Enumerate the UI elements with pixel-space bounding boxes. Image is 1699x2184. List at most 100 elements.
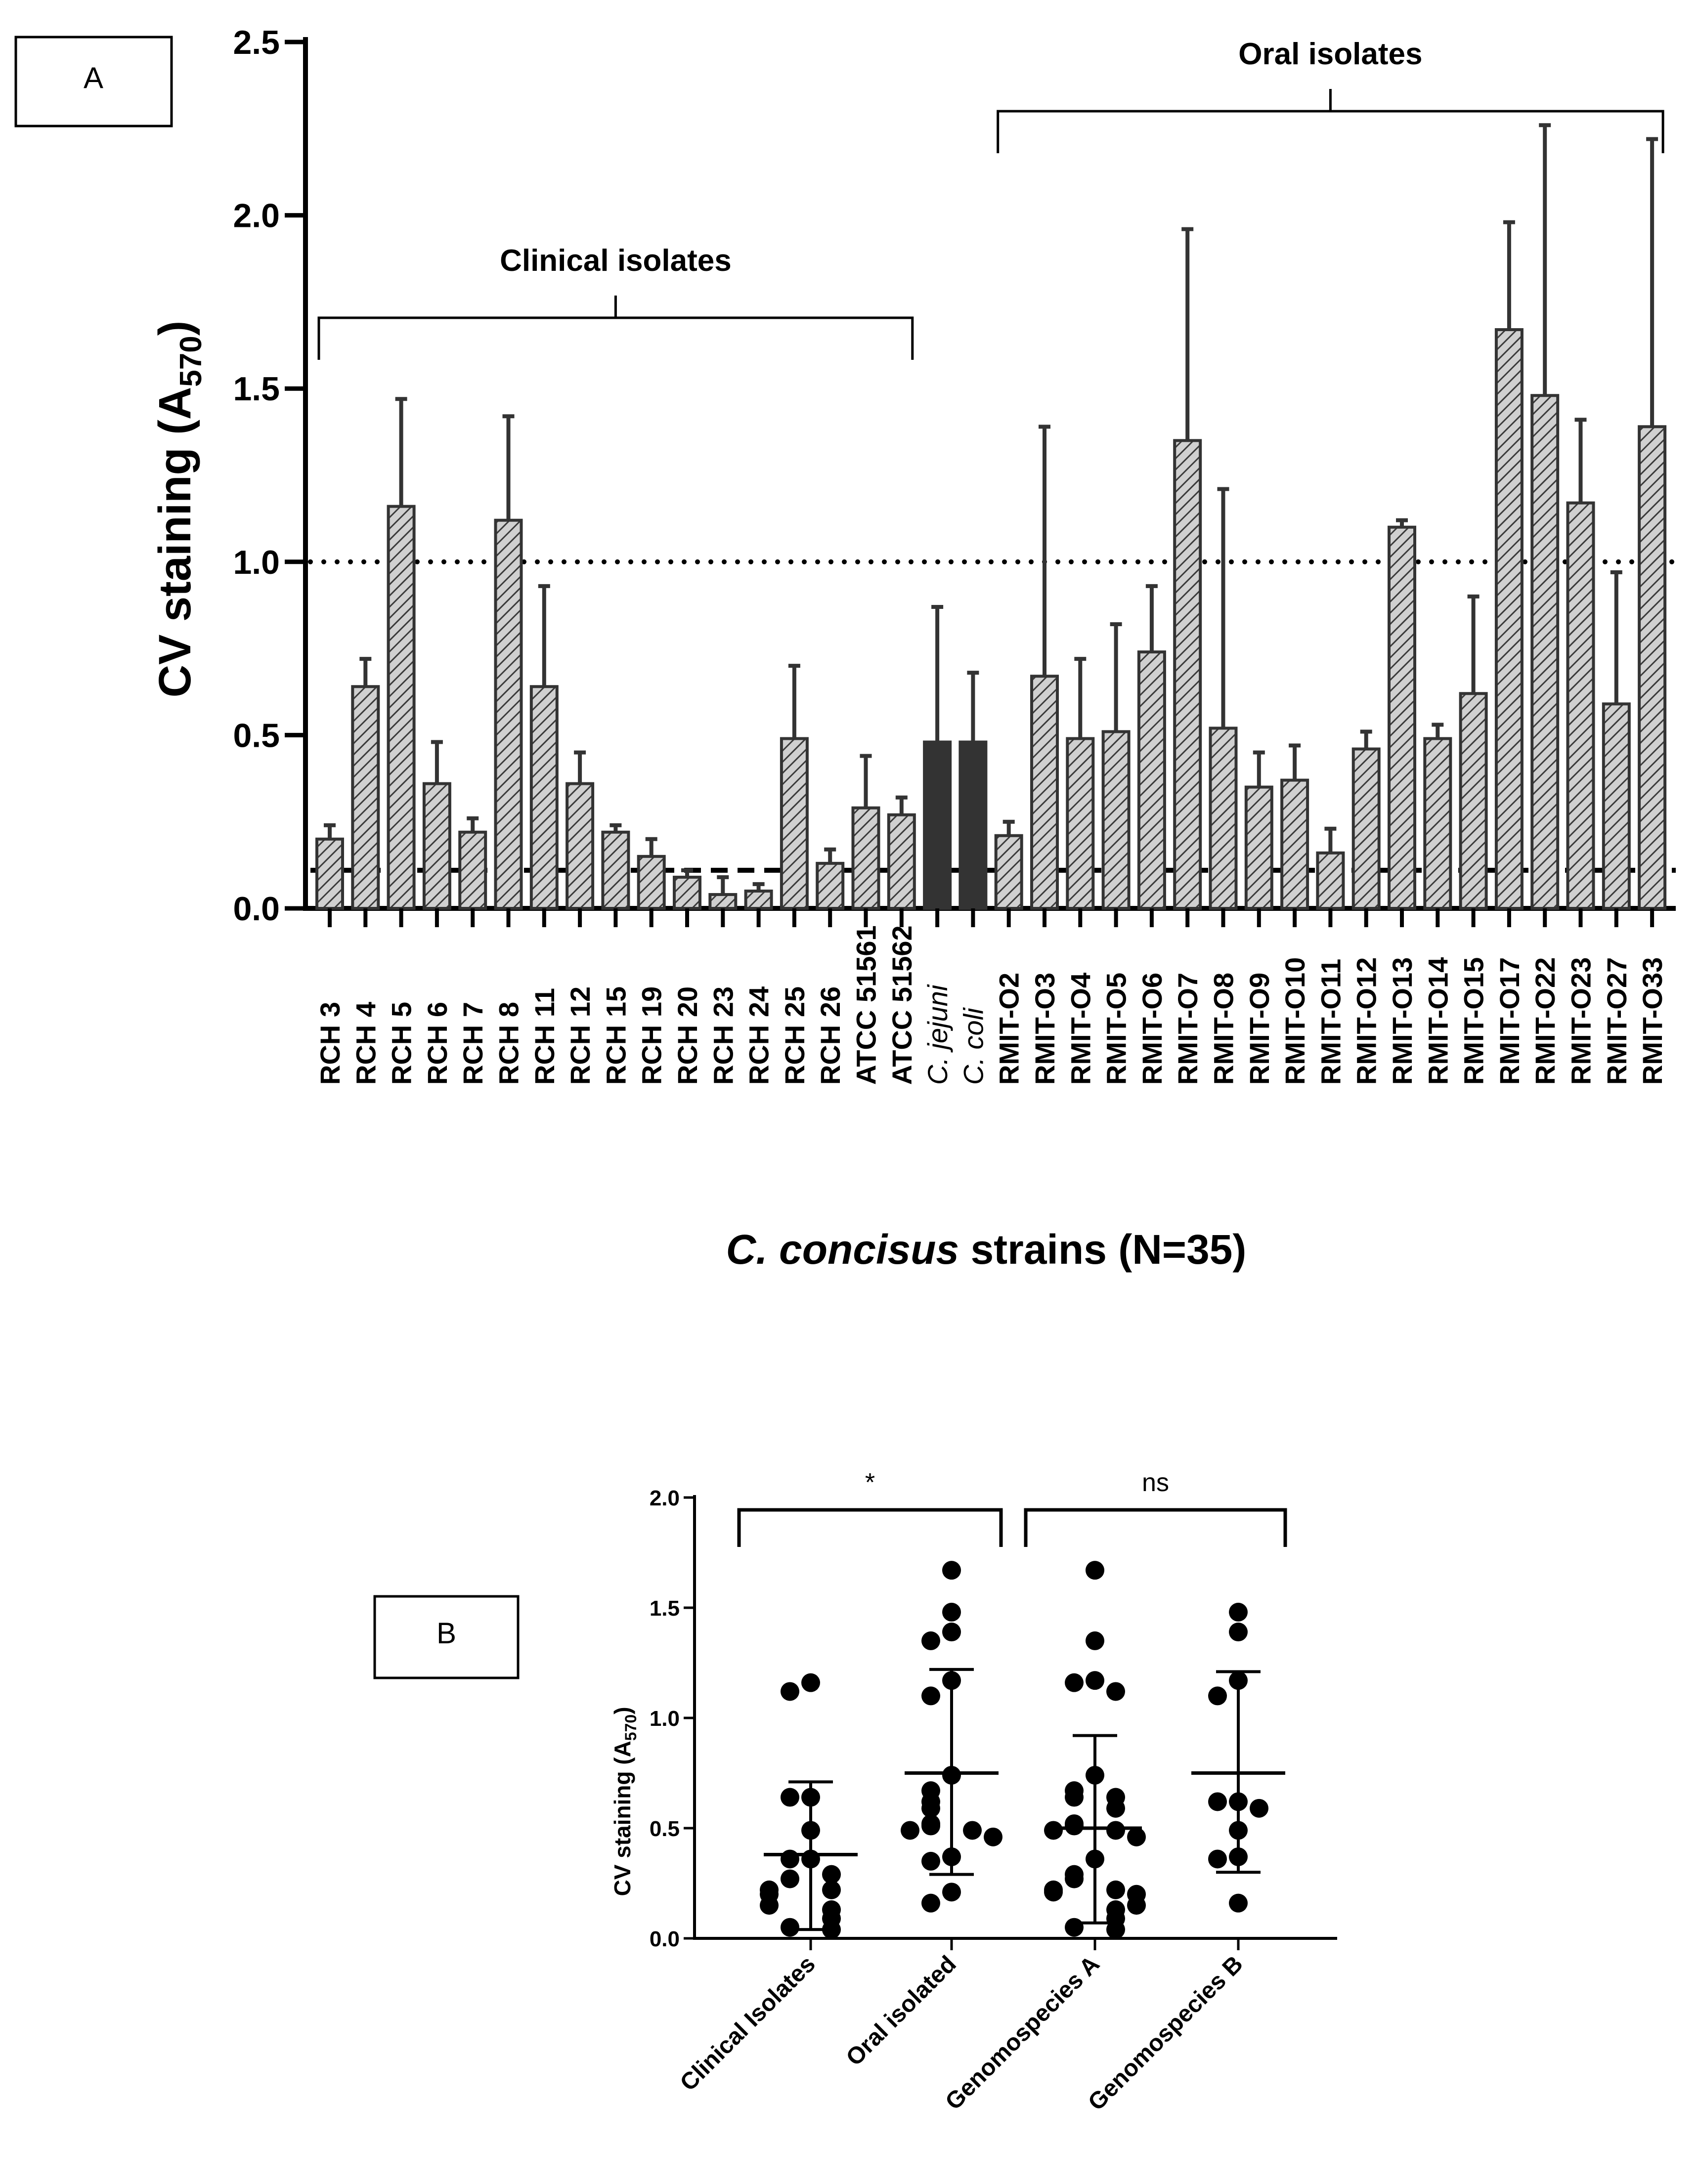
chart-a-category-label: RCH 8 [493, 1002, 524, 1085]
chart-b-y-tick-label: 1.0 [650, 1707, 680, 1731]
chart-a-category-label: RMIT-O2 [994, 973, 1025, 1085]
chart-a-category-label: RCH 24 [743, 986, 775, 1085]
chart-a-category-label: RCH 15 [600, 986, 631, 1085]
chart-b: 0.0 0.5 1.0 1.5 2.0 Clinical Isolates Oral iso… [650, 1468, 1337, 2116]
chart-b-point [1229, 1602, 1248, 1622]
chart-a-bar [887, 813, 916, 910]
chart-a-bar [566, 782, 595, 910]
chart-b-comparison-bracket [737, 1508, 1003, 1547]
chart-a-bar [1602, 702, 1631, 910]
chart-a-bar [1423, 737, 1452, 910]
chart-b-point [921, 1686, 940, 1706]
chart-a-bar [1066, 737, 1095, 910]
chart-a-bar [1530, 394, 1560, 910]
chart-a-category-label: RMIT-O15 [1458, 957, 1489, 1085]
chart-b-point [921, 1799, 940, 1818]
chart-b-point [942, 1602, 961, 1622]
chart-a-category-label: RMIT-O8 [1208, 973, 1239, 1085]
chart-b-point [921, 1631, 940, 1650]
chart-a-bar [1244, 785, 1273, 910]
chart-a-bar [315, 837, 344, 910]
chart-b-point [942, 1561, 961, 1580]
chart-a-category-label: RMIT-O14 [1422, 957, 1453, 1085]
chart-a-category-label: RMIT-O22 [1529, 957, 1561, 1085]
chart-a-category-label: RCH 5 [386, 1002, 417, 1085]
chart-a-category-label: RMIT-O3 [1029, 973, 1060, 1085]
chart-a-category-label: RMIT-O27 [1601, 957, 1632, 1085]
chart-a-bar [1101, 730, 1131, 910]
chart-b-point [963, 1821, 982, 1840]
chart-b-point [1106, 1920, 1125, 1939]
chart-b-point [1086, 1631, 1104, 1650]
chart-a-bar [1209, 727, 1238, 910]
chart-a-bar [744, 889, 773, 910]
chart-a-y-tick-label: 0.5 [233, 717, 280, 754]
chart-b-point [781, 1918, 799, 1937]
chart-a-category-label: ATCC 51561 [851, 925, 882, 1085]
chart-b-category-label: Genomospecies B [1083, 1951, 1248, 2116]
chart-a-bar [494, 518, 523, 910]
chart-b-y-axis-title: CV staining (A570) [610, 1707, 640, 1896]
chart-a-category-label: RMIT-O23 [1566, 957, 1597, 1085]
chart-b-y-tick-label: 1.5 [650, 1596, 680, 1621]
chart-a-bar [458, 830, 487, 910]
chart-b-point [1086, 1671, 1104, 1690]
chart-b-point [921, 1893, 940, 1913]
chart-a-bar [1173, 439, 1202, 910]
chart-b-point [781, 1788, 799, 1807]
chart-a-x-axis-title: C. concisus strains (N=35) [726, 1226, 1247, 1273]
chart-a-category-label: RCH 7 [457, 1002, 488, 1085]
chart-a-bar [958, 740, 988, 910]
chart-b-y-tick-label: 0.5 [650, 1817, 680, 1841]
chart-b-point [1106, 1880, 1125, 1899]
chart-b-point [1106, 1821, 1125, 1840]
chart-a-y-tick-label: 1.5 [233, 370, 280, 408]
chart-a-bar [1494, 328, 1524, 910]
chart-b-point [1106, 1799, 1125, 1818]
chart-a-y-axis-title: CV staining (A570) [150, 321, 208, 698]
chart-a-y-tick-label: 1.0 [233, 544, 280, 581]
chart-b-point [781, 1869, 799, 1888]
chart-b-comparison-bracket [1024, 1508, 1287, 1547]
chart-b-point [921, 1816, 940, 1836]
chart-b-point [1127, 1896, 1146, 1915]
chart-a-bar [601, 830, 630, 910]
chart-a-bar [422, 782, 451, 910]
chart-b-point [921, 1851, 940, 1871]
chart-a-bracket-label: Oral isolates [1238, 37, 1422, 71]
chart-b-point [1250, 1799, 1268, 1818]
chart-a-bar [780, 737, 809, 910]
chart-b-point [1044, 1883, 1063, 1902]
chart-b-point [1065, 1788, 1084, 1807]
chart-b-category-label: Oral isolated [841, 1951, 961, 2071]
chart-b-point [942, 1883, 961, 1902]
chart-a-category-label: C. coli [958, 1007, 989, 1085]
panel-b-label: B [436, 1617, 456, 1650]
chart-b-point [1229, 1623, 1248, 1642]
chart-a-y-tick-label: 2.0 [233, 197, 280, 235]
chart-a-category-label: RMIT-O10 [1279, 957, 1310, 1085]
chart-a-bar [816, 861, 845, 910]
chart-b-point [1065, 1673, 1084, 1692]
chart-b-category-label: Clinical Isolates [675, 1951, 821, 2096]
chart-a-bar [1137, 650, 1166, 910]
chart-a-bar [1638, 425, 1667, 910]
panel-a-label: A [84, 61, 103, 94]
chart-a-category-label: C. jejuni [922, 984, 953, 1085]
chart-a-y-tick-label: 2.5 [233, 24, 280, 61]
panel-a-label-box: A [14, 36, 173, 128]
chart-b-point [901, 1821, 919, 1840]
chart-a-category-label: ATCC 51562 [886, 925, 917, 1085]
chart-a-category-label: RMIT-O7 [1172, 973, 1203, 1085]
chart-b-comparison-label: ns [1142, 1468, 1169, 1497]
chart-a-category-label: RCH 25 [779, 986, 810, 1085]
chart-b-comparison-label: * [865, 1468, 875, 1497]
chart-a-category-label: RCH 23 [707, 986, 739, 1085]
chart-b-point [1208, 1849, 1227, 1869]
chart-b-point [1127, 1827, 1146, 1846]
chart-a-category-label: RMIT-O4 [1065, 973, 1096, 1085]
chart-b-point [1208, 1686, 1227, 1706]
chart-b-point [984, 1827, 1002, 1846]
